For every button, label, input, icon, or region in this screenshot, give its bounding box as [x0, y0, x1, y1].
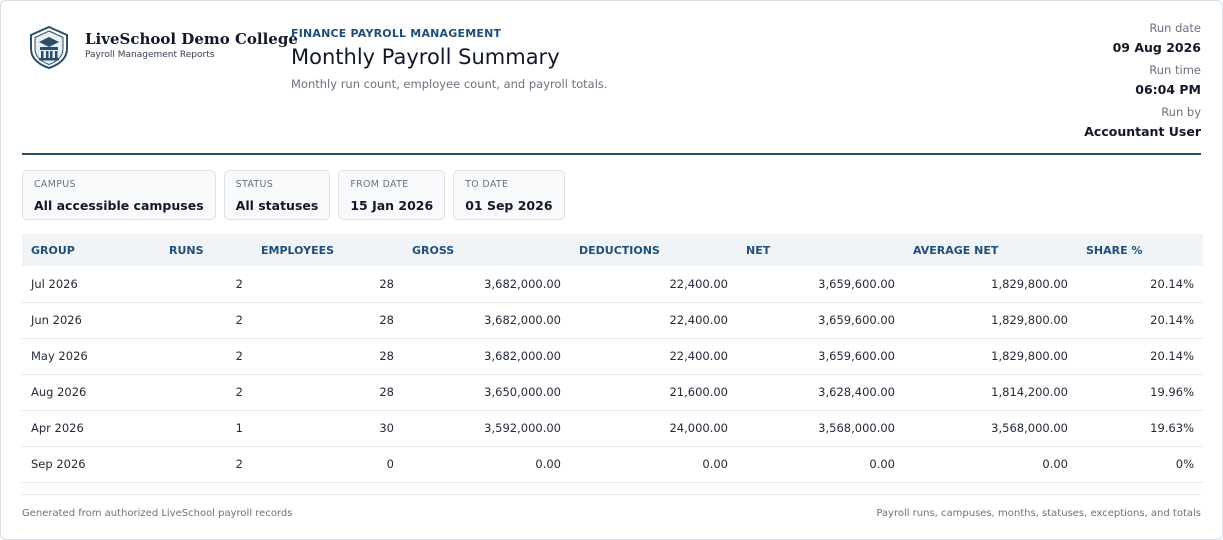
cell-deductions: 22,400.00 — [570, 338, 737, 375]
column-header-gross: GROSS — [403, 234, 570, 266]
cell-average-net: 1,829,800.00 — [904, 302, 1077, 339]
table-row: May 2026 2 28 3,682,000.00 22,400.00 3,6… — [22, 338, 1203, 375]
cell-average-net: 1,829,800.00 — [904, 266, 1077, 303]
cell-average-net: 1,829,800.00 — [904, 338, 1077, 375]
cell-share: 0% — [1077, 446, 1203, 483]
header-divider — [22, 153, 1201, 155]
cell-employees: 28 — [252, 266, 403, 303]
table-row: Sep 2026 2 0 0.00 0.00 0.00 0.00 0% — [22, 446, 1203, 483]
run-time-value: 06:04 PM — [1135, 82, 1201, 97]
cell-employees: 30 — [252, 410, 403, 447]
cell-net: 3,659,600.00 — [737, 302, 904, 339]
cell-runs: 2 — [160, 302, 252, 339]
column-header-share: SHARE % — [1077, 234, 1203, 266]
cell-deductions: 22,400.00 — [570, 302, 737, 339]
filter-value: 01 Sep 2026 — [465, 198, 553, 213]
college-crest-icon — [30, 25, 68, 69]
cell-group: Apr 2026 — [22, 410, 160, 447]
filter-label: TO DATE — [465, 179, 509, 190]
cell-deductions: 21,600.00 — [570, 374, 737, 411]
run-metadata: Run date 09 Aug 2026 Run time 06:04 PM R… — [1084, 21, 1201, 147]
table-row: Apr 2026 1 30 3,592,000.00 24,000.00 3,5… — [22, 410, 1203, 447]
run-by-label: Run by — [1161, 105, 1201, 119]
cell-share: 20.14% — [1077, 338, 1203, 375]
footer-note-right: Payroll runs, campuses, months, statuses… — [876, 508, 1201, 519]
filter-label: CAMPUS — [34, 179, 76, 190]
cell-net: 0.00 — [737, 446, 904, 483]
cell-share: 20.14% — [1077, 302, 1203, 339]
cell-average-net: 1,814,200.00 — [904, 374, 1077, 411]
column-header-net: NET — [737, 234, 904, 266]
cell-gross: 0.00 — [403, 446, 570, 483]
cell-share: 20.14% — [1077, 266, 1203, 303]
footer-divider — [22, 494, 1201, 495]
footer-note-left: Generated from authorized LiveSchool pay… — [22, 508, 293, 519]
cell-average-net: 3,568,000.00 — [904, 410, 1077, 447]
table-header-row: GROUP RUNS EMPLOYEES GROSS DEDUCTIONS NE… — [22, 234, 1203, 266]
column-header-deductions: DEDUCTIONS — [570, 234, 737, 266]
run-by-value: Accountant User — [1084, 124, 1201, 139]
column-header-employees: EMPLOYEES — [252, 234, 403, 266]
cell-share: 19.96% — [1077, 374, 1203, 411]
filter-label: STATUS — [235, 179, 274, 190]
cell-gross: 3,682,000.00 — [403, 338, 570, 375]
cell-runs: 2 — [160, 338, 252, 375]
report-eyebrow: FINANCE PAYROLL MANAGEMENT — [291, 27, 502, 40]
filter-to-date: TO DATE 01 Sep 2026 — [453, 170, 565, 220]
cell-gross: 3,650,000.00 — [403, 374, 570, 411]
filter-summary: CAMPUS All accessible campuses STATUS Al… — [22, 170, 565, 220]
cell-gross: 3,682,000.00 — [403, 266, 570, 303]
column-header-average-net: AVERAGE NET — [904, 234, 1077, 266]
page-subtitle: Monthly run count, employee count, and p… — [291, 77, 608, 91]
cell-group: May 2026 — [22, 338, 160, 375]
cell-net: 3,568,000.00 — [737, 410, 904, 447]
cell-employees: 28 — [252, 302, 403, 339]
cell-group: Jun 2026 — [22, 302, 160, 339]
cell-group: Jul 2026 — [22, 266, 160, 303]
cell-deductions: 0.00 — [570, 446, 737, 483]
cell-runs: 2 — [160, 374, 252, 411]
run-time-label: Run time — [1149, 63, 1201, 77]
cell-average-net: 0.00 — [904, 446, 1077, 483]
cell-runs: 2 — [160, 266, 252, 303]
column-header-runs: RUNS — [160, 234, 252, 266]
table-row: Jun 2026 2 28 3,682,000.00 22,400.00 3,6… — [22, 302, 1203, 339]
cell-net: 3,659,600.00 — [737, 338, 904, 375]
cell-gross: 3,592,000.00 — [403, 410, 570, 447]
filter-from-date: FROM DATE 15 Jan 2026 — [338, 170, 446, 220]
filter-status: STATUS All statuses — [223, 170, 331, 220]
table-row: Aug 2026 2 28 3,650,000.00 21,600.00 3,6… — [22, 374, 1203, 411]
cell-net: 3,659,600.00 — [737, 266, 904, 303]
filter-label: FROM DATE — [350, 179, 409, 190]
cell-gross: 3,682,000.00 — [403, 302, 570, 339]
filter-value: All accessible campuses — [34, 198, 204, 213]
page-title: Monthly Payroll Summary — [291, 45, 560, 69]
table-row: Jul 2026 2 28 3,682,000.00 22,400.00 3,6… — [22, 266, 1203, 303]
cell-runs: 1 — [160, 410, 252, 447]
college-name: LiveSchool Demo College — [85, 30, 298, 48]
column-header-group: GROUP — [22, 234, 160, 266]
filter-campus: CAMPUS All accessible campuses — [22, 170, 216, 220]
cell-group: Aug 2026 — [22, 374, 160, 411]
cell-group: Sep 2026 — [22, 446, 160, 483]
cell-employees: 28 — [252, 338, 403, 375]
run-date-label: Run date — [1149, 21, 1201, 35]
filter-value: 15 Jan 2026 — [350, 198, 434, 213]
cell-employees: 28 — [252, 374, 403, 411]
brand-subtitle: Payroll Management Reports — [85, 50, 215, 60]
cell-employees: 0 — [252, 446, 403, 483]
cell-deductions: 22,400.00 — [570, 266, 737, 303]
filter-value: All statuses — [235, 198, 319, 213]
cell-runs: 2 — [160, 446, 252, 483]
cell-share: 19.63% — [1077, 410, 1203, 447]
cell-deductions: 24,000.00 — [570, 410, 737, 447]
payroll-summary-table: GROUP RUNS EMPLOYEES GROSS DEDUCTIONS NE… — [22, 234, 1203, 483]
run-date-value: 09 Aug 2026 — [1112, 40, 1201, 55]
cell-net: 3,628,400.00 — [737, 374, 904, 411]
